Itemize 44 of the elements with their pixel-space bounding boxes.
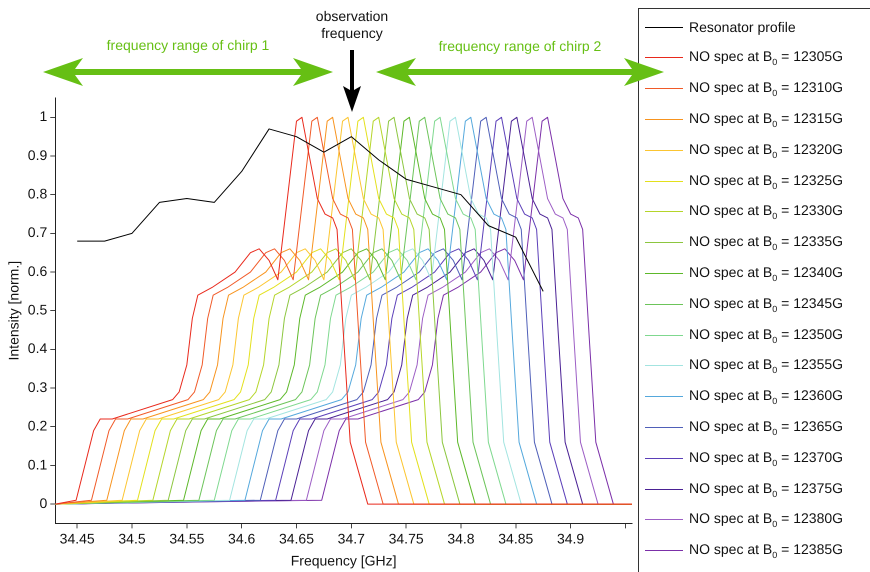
x-tick-label: 34.5 bbox=[118, 530, 146, 547]
y-tick-label: 0.1 bbox=[28, 456, 48, 472]
y-tick-label: 0.6 bbox=[28, 262, 48, 279]
x-tick-label: 34.7 bbox=[338, 530, 366, 547]
legend-label: NO spec at B$_{0}$ = 12325G bbox=[689, 172, 844, 190]
y-tick-label: 0.2 bbox=[28, 418, 48, 434]
legend-label: NO spec at B$_{0}$ = 12380G bbox=[689, 510, 844, 530]
legend-label: Resonator profile bbox=[689, 19, 796, 35]
x-tick-label: 34.45 bbox=[60, 530, 95, 547]
legend-label: NO spec at B$_{0}$ = 12330G bbox=[689, 202, 844, 222]
legend-label: NO spec at B$_{0}$ = 12305G bbox=[689, 48, 844, 68]
legend-label: NO spec at B$_{0}$ = 12375G bbox=[689, 480, 844, 498]
x-tick-label: 34.75 bbox=[388, 530, 424, 547]
y-tick-label: 1 bbox=[39, 108, 48, 124]
legend-label: NO spec at B$_{0}$ = 12365G bbox=[689, 418, 844, 437]
legend-label: NO spec at B$_{0}$ = 12370G bbox=[689, 448, 844, 468]
legend-label: NO spec at B$_{0}$ = 12355G bbox=[689, 356, 844, 376]
legend-label: NO spec at B$_{0}$ = 12320G bbox=[689, 140, 844, 160]
text: frequency range of chirp 2 bbox=[438, 38, 602, 54]
text: frequency range of chirp 1 bbox=[106, 37, 270, 53]
x-axis-title: Frequency [GHz] bbox=[290, 552, 397, 568]
y-tick-label: 0.8 bbox=[28, 186, 48, 202]
y-tick-label: 0.4 bbox=[28, 340, 48, 356]
legend-label: NO spec at B$_{0}$ = 12335G bbox=[689, 233, 844, 252]
legend-label: NO spec at B$_{0}$ = 12385G bbox=[689, 541, 844, 560]
legend-label: NO spec at B$_{0}$ = 12315G bbox=[689, 110, 844, 129]
x-tick-label: 34.85 bbox=[498, 530, 534, 547]
y-tick-label: 0.7 bbox=[28, 224, 48, 240]
x-tick-label: 34.9 bbox=[556, 530, 584, 547]
x-tick-label: 34.55 bbox=[169, 530, 205, 547]
y-tick-label: 0.5 bbox=[28, 302, 48, 318]
legend-label: NO spec at B$_{0}$ = 12310G bbox=[689, 79, 844, 98]
y-tick-label: 0.9 bbox=[28, 146, 48, 163]
legend-label: NO spec at B$_{0}$ = 12340G bbox=[689, 264, 844, 283]
y-tick-label: 0 bbox=[39, 494, 48, 511]
x-tick-label: 34.6 bbox=[228, 530, 256, 547]
legend-label: NO spec at B$_{0}$ = 12360G bbox=[689, 387, 844, 406]
x-tick-label: 34.8 bbox=[447, 530, 475, 547]
x-tick-label: 34.65 bbox=[278, 530, 314, 547]
y-axis-title: Intensity [norm.] bbox=[5, 260, 22, 360]
legend-label: NO spec at B$_{0}$ = 12345G bbox=[689, 294, 844, 314]
y-tick-label: 0.3 bbox=[28, 378, 48, 395]
text: observation frequency bbox=[314, 8, 390, 42]
legend-label: NO spec at B$_{0}$ = 12350G bbox=[689, 326, 844, 344]
